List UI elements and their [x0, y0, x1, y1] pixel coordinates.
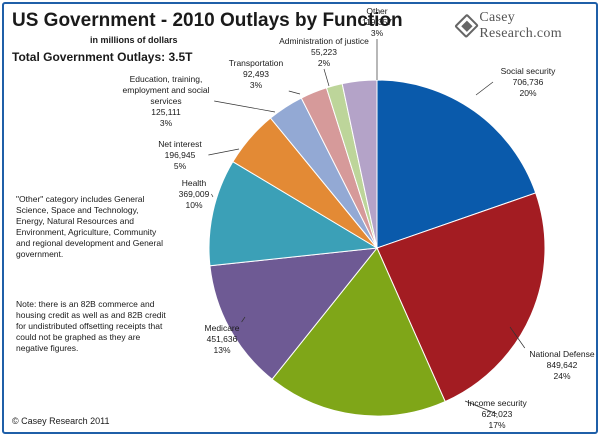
slice-name-national-defense: National Defense	[529, 349, 594, 359]
slice-name-health: Health	[182, 178, 207, 188]
leader-line-net-interest	[208, 148, 240, 156]
copyright-text: © Casey Research 2011	[12, 416, 110, 426]
total-outlays: Total Government Outlays: 3.5T	[12, 50, 193, 64]
pie-slice-medicare	[209, 247, 379, 380]
leader-line-health	[211, 193, 214, 198]
slice-percent-income-security: 17%	[488, 420, 505, 430]
slice-value-administration-of-justice: 55,223	[311, 47, 337, 57]
slice-percent-net-interest: 5%	[174, 161, 187, 171]
logo-text: Casey Research.com	[479, 10, 562, 41]
chart-title: US Government - 2010 Outlays by Function	[12, 10, 403, 31]
slice-name-education-training-employment-and-social-services: services	[150, 96, 181, 106]
chart-subtitle: in millions of dollars	[90, 35, 178, 45]
leader-line-medicare	[241, 316, 246, 323]
slice-value-health: 369,009	[179, 189, 210, 199]
leader-line-education-training-employment-and-social-services	[214, 100, 276, 113]
slice-name-administration-of-justice: Administration of justice	[279, 36, 369, 46]
slice-value-transportation: 92,493	[243, 69, 269, 79]
negative-figures-note: Note: there is an 82B commerce and housi…	[16, 299, 166, 353]
leader-line-social-security	[475, 81, 494, 96]
pie-slice-income-security	[271, 247, 446, 417]
slice-value-other: 119,357	[362, 17, 392, 27]
slice-percent-health: 10%	[185, 200, 202, 210]
slice-name-education-training-employment-and-social-services: Education, training,	[130, 74, 203, 84]
other-category-note: "Other" category includes General Scienc…	[16, 194, 163, 259]
slice-percent-other: 3%	[371, 28, 384, 38]
slice-value-income-security: 624,023	[482, 409, 513, 419]
pie-slice-social-security	[376, 79, 537, 249]
slice-value-education-training-employment-and-social-services: 125,111	[151, 107, 181, 117]
slice-name-medicare: Medicare	[205, 323, 240, 333]
slice-percent-education-training-employment-and-social-services: 3%	[160, 118, 173, 128]
slice-name-education-training-employment-and-social-services: employment and social	[123, 85, 210, 95]
slice-name-transportation: Transportation	[229, 58, 284, 68]
casey-research-logo: Casey Research.com	[454, 10, 596, 42]
slice-value-net-interest: 196,945	[165, 150, 196, 160]
slice-percent-administration-of-justice: 2%	[318, 58, 331, 68]
leader-line-national-defense	[509, 326, 526, 349]
slice-percent-social-security: 20%	[519, 88, 536, 98]
slice-percent-transportation: 3%	[250, 80, 263, 90]
slice-name-net-interest: Net interest	[158, 139, 202, 149]
pie-slice-health	[208, 160, 379, 267]
slice-percent-medicare: 13%	[213, 345, 230, 355]
leader-line-transportation	[288, 90, 301, 95]
slice-value-social-security: 706,736	[513, 77, 544, 87]
slice-name-income-security: Income security	[467, 398, 527, 408]
leader-line-income-security	[464, 400, 498, 415]
slice-name-other: Other	[366, 6, 387, 16]
slice-label-education-training-employment-and-social-services: Education, training,employment and socia…	[123, 74, 276, 128]
leader-line-administration-of-justice	[323, 68, 330, 87]
slice-percent-national-defense: 24%	[553, 371, 570, 381]
pie-slice-national-defense	[376, 192, 546, 403]
slice-name-social-security: Social security	[501, 66, 557, 76]
slice-value-medicare: 451,636	[207, 334, 238, 344]
slice-value-national-defense: 849,642	[547, 360, 578, 370]
